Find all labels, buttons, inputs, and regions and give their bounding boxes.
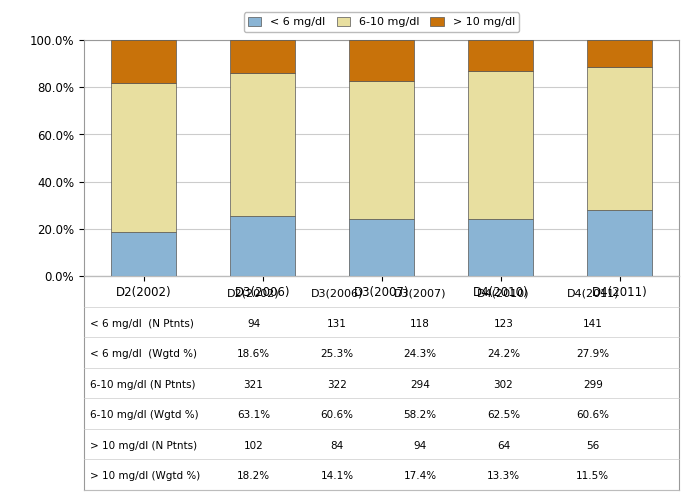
Text: 11.5%: 11.5% (576, 472, 609, 482)
Text: 102: 102 (244, 440, 263, 450)
Text: 6-10 mg/dl (N Ptnts): 6-10 mg/dl (N Ptnts) (90, 380, 195, 390)
Bar (468, 219, 533, 276)
Text: 64: 64 (497, 440, 510, 450)
Text: D2(2002): D2(2002) (228, 288, 280, 298)
Bar (230, 216, 295, 276)
Text: 63.1%: 63.1% (237, 410, 270, 420)
Bar (587, 40, 652, 67)
Text: 58.2%: 58.2% (404, 410, 437, 420)
Bar (349, 40, 414, 82)
Bar (349, 82, 414, 219)
Text: D4(2010): D4(2010) (477, 288, 530, 298)
Text: > 10 mg/dl (N Ptnts): > 10 mg/dl (N Ptnts) (90, 440, 197, 450)
Text: 294: 294 (410, 380, 430, 390)
Bar (468, 72, 533, 219)
Text: 60.6%: 60.6% (321, 410, 354, 420)
Text: 25.3%: 25.3% (321, 349, 354, 359)
Text: 299: 299 (583, 380, 603, 390)
Text: 94: 94 (247, 318, 260, 328)
Bar (349, 219, 414, 276)
Text: 322: 322 (327, 380, 346, 390)
Bar (111, 40, 176, 83)
Text: 84: 84 (330, 440, 344, 450)
Text: 302: 302 (494, 380, 513, 390)
Text: 118: 118 (410, 318, 430, 328)
Text: < 6 mg/dl  (N Ptnts): < 6 mg/dl (N Ptnts) (90, 318, 194, 328)
Bar (468, 40, 533, 72)
Text: D4(2011): D4(2011) (566, 288, 619, 298)
Text: 24.2%: 24.2% (487, 349, 520, 359)
Text: 14.1%: 14.1% (321, 472, 354, 482)
Text: 18.2%: 18.2% (237, 472, 270, 482)
Text: 27.9%: 27.9% (576, 349, 609, 359)
Text: < 6 mg/dl  (Wgtd %): < 6 mg/dl (Wgtd %) (90, 349, 197, 359)
Bar (111, 232, 176, 276)
Text: 24.3%: 24.3% (404, 349, 437, 359)
Bar (230, 40, 295, 74)
Text: 321: 321 (244, 380, 263, 390)
Legend: < 6 mg/dl, 6-10 mg/dl, > 10 mg/dl: < 6 mg/dl, 6-10 mg/dl, > 10 mg/dl (244, 12, 519, 32)
Text: D3(2007): D3(2007) (394, 288, 447, 298)
Bar (587, 67, 652, 210)
Text: 62.5%: 62.5% (487, 410, 520, 420)
Text: 17.4%: 17.4% (404, 472, 437, 482)
Text: > 10 mg/dl (Wgtd %): > 10 mg/dl (Wgtd %) (90, 472, 200, 482)
Text: 131: 131 (327, 318, 346, 328)
Bar (111, 83, 176, 233)
Text: 13.3%: 13.3% (487, 472, 520, 482)
Text: 18.6%: 18.6% (237, 349, 270, 359)
Text: 6-10 mg/dl (Wgtd %): 6-10 mg/dl (Wgtd %) (90, 410, 199, 420)
Text: 123: 123 (494, 318, 513, 328)
Text: D3(2006): D3(2006) (311, 288, 363, 298)
Bar (587, 210, 652, 276)
Text: 60.6%: 60.6% (576, 410, 609, 420)
Text: 141: 141 (583, 318, 603, 328)
Text: 56: 56 (586, 440, 599, 450)
Text: 94: 94 (414, 440, 427, 450)
Bar (230, 74, 295, 217)
